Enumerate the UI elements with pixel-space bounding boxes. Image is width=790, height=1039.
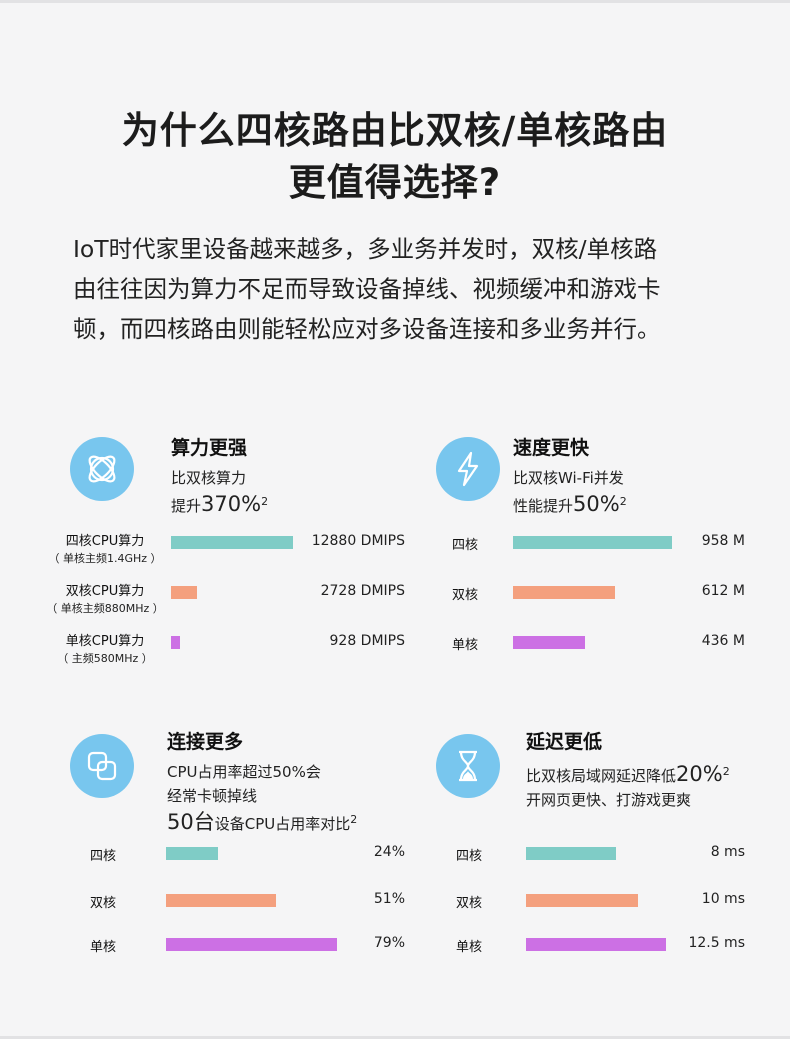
row-label: 双核 (440, 584, 490, 603)
row-label: 四核 (78, 845, 128, 864)
page-title-line2: 更值得选择? (0, 152, 790, 206)
row-label-text: 四核CPU算力 (66, 534, 144, 549)
intro-line1: IoT时代家里设备越来越多，多业务并发时，双核/单核路 (73, 229, 733, 269)
intro-line3: 顿，而四核路由则能轻松应对多设备连接和多业务并行。 (73, 309, 733, 349)
row-label: 单核 (444, 936, 494, 955)
row-label-text: 四核 (456, 849, 482, 864)
atom-icon (70, 437, 134, 501)
desc2-pre: 提升 (171, 497, 201, 515)
row-sublabel: （ 主频580MHz ） (30, 650, 180, 666)
row-label-text: 单核 (90, 940, 116, 955)
row-label: 四核 (444, 845, 494, 864)
row-sublabel: （ 单核主频880MHz ） (30, 600, 180, 616)
row-label-text: 双核CPU算力 (66, 584, 144, 599)
row-label-text: 双核 (452, 588, 478, 603)
row-label: 单核CPU算力（ 主频580MHz ） (30, 630, 180, 666)
row-sublabel: （ 单核主频1.4GHz ） (30, 550, 180, 566)
value-label: 51% (245, 891, 405, 907)
row-label: 双核 (444, 892, 494, 911)
panel-latency-title: 延迟更低 (526, 727, 602, 754)
row-label: 四核CPU算力（ 单核主频1.4GHz ） (30, 530, 180, 566)
intro-line2: 由往往因为算力不足而导致设备掉线、视频缓冲和游戏卡 (73, 269, 733, 309)
row-label-text: 双核 (90, 896, 116, 911)
panel-connect-title: 连接更多 (167, 727, 243, 754)
desc2-pre: 性能提升 (513, 497, 573, 515)
intro-text: IoT时代家里设备越来越多，多业务并发时，双核/单核路 由往往因为算力不足而导致… (73, 229, 733, 349)
value-label: 2728 DMIPS (245, 583, 405, 599)
panel-latency-desc2: 开网页更快、打游戏更爽 (526, 788, 730, 812)
desc3-big: 50台 (167, 810, 215, 834)
bar (513, 636, 585, 649)
desc2-big: 370% (201, 492, 261, 516)
bar (166, 847, 218, 860)
value-label: 79% (245, 935, 405, 951)
desc2-big: 50% (573, 492, 620, 516)
row-label-text: 单核CPU算力 (66, 634, 144, 649)
row-label-text: 四核 (90, 849, 116, 864)
panel-latency-desc1: 比双核局域网延迟降低20%2 (526, 760, 730, 788)
panel-compute-desc1: 比双核算力 (171, 466, 268, 490)
desc1-pre: 比双核局域网延迟降低 (526, 767, 676, 785)
panel-speed-desc2: 性能提升50%2 (513, 490, 627, 518)
page-title-line1: 为什么四核路由比双核/单核路由 (0, 100, 790, 154)
desc1-sup: 2 (723, 765, 730, 778)
row-label: 双核CPU算力（ 单核主频880MHz ） (30, 580, 180, 616)
desc2-sup: 2 (620, 495, 627, 508)
value-label: 12.5 ms (585, 935, 745, 951)
overlap-squares-icon (70, 734, 134, 798)
value-label: 928 DMIPS (245, 633, 405, 649)
top-divider (0, 0, 790, 3)
value-label: 612 M (585, 583, 745, 599)
panel-compute-desc: 比双核算力 提升370%2 (171, 466, 268, 518)
panel-connect-desc3: 50台设备CPU占用率对比2 (167, 808, 357, 836)
row-label-text: 双核 (456, 896, 482, 911)
panel-speed-desc1: 比双核Wi-Fi并发 (513, 466, 627, 490)
panel-compute-desc2: 提升370%2 (171, 490, 268, 518)
desc3-post: 设备CPU占用率对比 (215, 815, 351, 833)
panel-speed-title: 速度更快 (513, 433, 589, 460)
row-label: 单核 (440, 634, 490, 653)
panel-compute-title: 算力更强 (171, 433, 247, 460)
row-label: 双核 (78, 892, 128, 911)
value-label: 10 ms (585, 891, 745, 907)
value-label: 958 M (585, 533, 745, 549)
row-label: 单核 (78, 936, 128, 955)
bar (171, 636, 180, 649)
panel-latency-desc: 比双核局域网延迟降低20%2 开网页更快、打游戏更爽 (526, 760, 730, 812)
panel-connect-desc1: CPU占用率超过50%会 (167, 760, 357, 784)
panel-connect-desc2: 经常卡顿掉线 (167, 784, 357, 808)
panel-connect-desc: CPU占用率超过50%会 经常卡顿掉线 50台设备CPU占用率对比2 (167, 760, 357, 836)
row-label: 四核 (440, 534, 490, 553)
desc3-sup: 2 (350, 813, 357, 826)
row-label-text: 单核 (456, 940, 482, 955)
desc1-big: 20% (676, 762, 723, 786)
desc2-sup: 2 (261, 495, 268, 508)
panel-speed-desc: 比双核Wi-Fi并发 性能提升50%2 (513, 466, 627, 518)
row-label-text: 单核 (452, 638, 478, 653)
hourglass-icon (436, 734, 500, 798)
value-label: 8 ms (585, 844, 745, 860)
lightning-icon (436, 437, 500, 501)
row-label-text: 四核 (452, 538, 478, 553)
value-label: 12880 DMIPS (245, 533, 405, 549)
bar (171, 586, 197, 599)
value-label: 436 M (585, 633, 745, 649)
value-label: 24% (245, 844, 405, 860)
